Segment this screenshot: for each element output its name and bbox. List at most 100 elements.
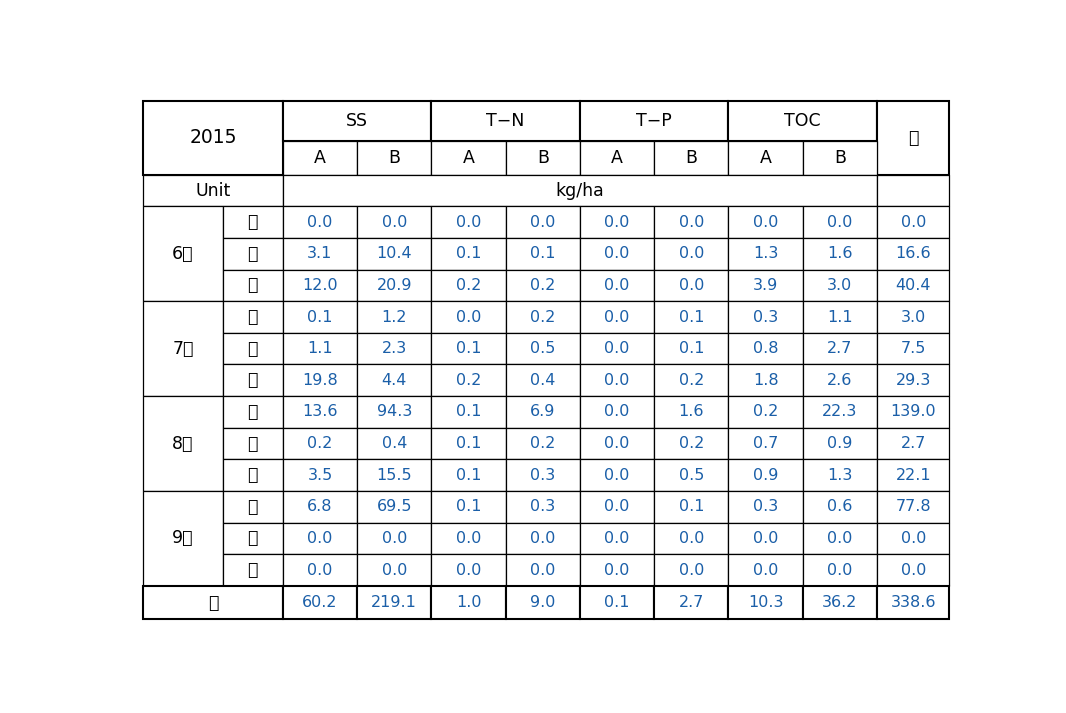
Text: 0.2: 0.2 xyxy=(530,436,555,451)
Bar xyxy=(877,459,950,491)
Text: 0.0: 0.0 xyxy=(604,563,630,578)
Bar xyxy=(282,364,357,396)
Text: 0.0: 0.0 xyxy=(753,215,778,230)
Bar xyxy=(580,428,655,459)
Bar xyxy=(580,491,655,523)
Text: 16.6: 16.6 xyxy=(895,246,931,261)
Text: TOC: TOC xyxy=(785,112,821,130)
Bar xyxy=(877,396,950,428)
Bar xyxy=(282,586,357,619)
Bar xyxy=(505,238,580,270)
Bar xyxy=(728,101,877,141)
Text: 0.0: 0.0 xyxy=(901,531,926,546)
Bar xyxy=(357,364,432,396)
Text: 9.0: 9.0 xyxy=(530,595,555,610)
Bar xyxy=(282,554,357,586)
Bar xyxy=(877,333,950,364)
Text: kg/ha: kg/ha xyxy=(555,182,604,200)
Bar xyxy=(223,270,282,301)
Bar xyxy=(357,428,432,459)
Text: SS: SS xyxy=(346,112,368,130)
Text: 0.2: 0.2 xyxy=(679,373,704,388)
Text: 6월: 6월 xyxy=(173,245,194,263)
Text: 22.3: 22.3 xyxy=(822,404,857,419)
Bar xyxy=(357,238,432,270)
Bar xyxy=(877,586,950,619)
Text: 13.6: 13.6 xyxy=(303,404,338,419)
Text: 36.2: 36.2 xyxy=(822,595,857,610)
Bar xyxy=(655,459,728,491)
Bar xyxy=(728,141,803,175)
Bar xyxy=(505,270,580,301)
Bar xyxy=(728,491,803,523)
Text: 0.1: 0.1 xyxy=(456,404,481,419)
Text: A: A xyxy=(760,149,772,167)
Text: 0.0: 0.0 xyxy=(382,215,407,230)
Text: 22.1: 22.1 xyxy=(895,468,931,483)
Text: 0.1: 0.1 xyxy=(530,246,555,261)
Text: 2.6: 2.6 xyxy=(827,373,853,388)
Text: 2.7: 2.7 xyxy=(901,436,926,451)
Text: Unit: Unit xyxy=(195,182,230,200)
Text: 0.2: 0.2 xyxy=(679,436,704,451)
Bar xyxy=(143,301,223,396)
Bar xyxy=(877,491,950,523)
Bar xyxy=(728,396,803,428)
Text: 2.7: 2.7 xyxy=(679,595,704,610)
Bar xyxy=(282,459,357,491)
Text: 4.4: 4.4 xyxy=(382,373,407,388)
Bar xyxy=(728,206,803,238)
Text: 말: 말 xyxy=(247,371,258,389)
Text: 0.1: 0.1 xyxy=(456,468,481,483)
Bar xyxy=(505,301,580,333)
Bar xyxy=(877,238,950,270)
Text: 0.8: 0.8 xyxy=(753,341,778,356)
Bar xyxy=(432,238,505,270)
Text: 0.0: 0.0 xyxy=(604,309,630,324)
Bar xyxy=(877,270,950,301)
Bar xyxy=(505,554,580,586)
Text: 0.0: 0.0 xyxy=(604,278,630,293)
Text: 싸: 싸 xyxy=(247,213,258,231)
Text: 0.1: 0.1 xyxy=(679,341,704,356)
Bar xyxy=(223,206,282,238)
Text: 0.0: 0.0 xyxy=(456,563,481,578)
Text: 0.1: 0.1 xyxy=(679,499,704,514)
Bar xyxy=(505,586,580,619)
Bar xyxy=(223,238,282,270)
Text: 19.8: 19.8 xyxy=(302,373,338,388)
Bar xyxy=(505,333,580,364)
Bar xyxy=(143,586,282,619)
Bar xyxy=(877,364,950,396)
Text: 0.0: 0.0 xyxy=(604,215,630,230)
Text: A: A xyxy=(611,149,623,167)
Text: 싸: 싸 xyxy=(247,308,258,326)
Bar xyxy=(432,523,505,554)
Text: 1.0: 1.0 xyxy=(456,595,481,610)
Bar xyxy=(432,554,505,586)
Bar xyxy=(143,491,223,586)
Text: 0.0: 0.0 xyxy=(382,563,407,578)
Text: 0.5: 0.5 xyxy=(530,341,555,356)
Text: 12.0: 12.0 xyxy=(302,278,338,293)
Text: 9월: 9월 xyxy=(173,529,194,548)
Text: 1.3: 1.3 xyxy=(827,468,853,483)
Text: 3.0: 3.0 xyxy=(901,309,926,324)
Bar xyxy=(432,333,505,364)
Text: 338.6: 338.6 xyxy=(890,595,936,610)
Bar xyxy=(877,554,950,586)
Text: 0.0: 0.0 xyxy=(530,563,555,578)
Bar xyxy=(728,364,803,396)
Text: 0.1: 0.1 xyxy=(456,246,481,261)
Bar xyxy=(282,101,432,141)
Bar xyxy=(223,396,282,428)
Bar xyxy=(223,333,282,364)
Bar xyxy=(803,554,877,586)
Text: A: A xyxy=(463,149,474,167)
Text: 0.0: 0.0 xyxy=(604,404,630,419)
Bar xyxy=(580,554,655,586)
Text: 0.0: 0.0 xyxy=(679,278,704,293)
Text: 0.1: 0.1 xyxy=(307,309,333,324)
Text: 0.0: 0.0 xyxy=(530,531,555,546)
Text: 0.4: 0.4 xyxy=(382,436,407,451)
